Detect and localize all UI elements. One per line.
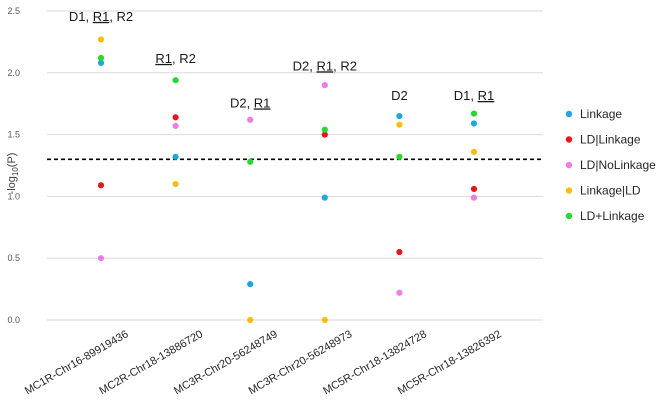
data-point <box>396 112 403 120</box>
data-point <box>396 289 403 296</box>
legend-label: LD|NoLinkage <box>580 158 656 172</box>
y-tick-label: 1.0 <box>7 191 20 201</box>
data-point <box>247 158 254 165</box>
data-point <box>470 148 478 156</box>
data-point <box>97 59 105 67</box>
annotation-label: R1, R2 <box>155 51 195 66</box>
data-point <box>396 121 403 128</box>
data-point <box>396 153 403 160</box>
annotation-label: D1, R1, R2 <box>69 9 133 24</box>
annotation-label: D2, R1 <box>230 95 270 110</box>
legend-marker <box>565 212 573 220</box>
legend-label: LD+Linkage <box>580 209 645 223</box>
y-tick-label: 1.5 <box>7 130 20 140</box>
data-point <box>172 114 179 121</box>
annotation-label: D1, R1 <box>454 88 494 103</box>
legend-label: Linkage|LD <box>580 184 641 198</box>
y-tick-label: 2.0 <box>7 68 20 78</box>
legend-marker <box>565 161 573 169</box>
y-tick-label: 2.5 <box>7 6 20 16</box>
data-point <box>321 82 328 89</box>
annotation-label: D2 <box>391 88 408 103</box>
data-point <box>172 122 179 130</box>
data-point <box>321 126 328 133</box>
data-point <box>321 131 328 138</box>
data-point <box>172 77 179 84</box>
data-point <box>470 185 478 193</box>
legend-label: LD|Linkage <box>580 133 641 147</box>
y-tick-label: 0.0 <box>7 315 20 325</box>
data-point <box>396 248 403 256</box>
y-tick-label: 0.5 <box>7 253 20 263</box>
legend-marker <box>565 136 573 143</box>
data-point <box>321 194 328 201</box>
annotation-label: D2, R1, R2 <box>293 58 357 73</box>
data-point <box>97 182 105 189</box>
data-point <box>172 180 179 188</box>
data-point <box>97 255 105 262</box>
data-point <box>470 110 478 117</box>
data-point <box>247 281 254 288</box>
legend-marker <box>565 187 573 194</box>
data-point <box>97 54 105 62</box>
legend-label: Linkage <box>580 107 622 121</box>
data-point <box>470 194 478 201</box>
data-point <box>97 36 105 43</box>
data-point <box>470 120 478 127</box>
data-point <box>247 316 254 324</box>
legend-marker <box>565 110 573 118</box>
y-axis-label: -log10(P) <box>6 153 20 195</box>
data-point <box>321 316 328 324</box>
data-point <box>247 116 254 123</box>
data-point <box>172 153 179 160</box>
